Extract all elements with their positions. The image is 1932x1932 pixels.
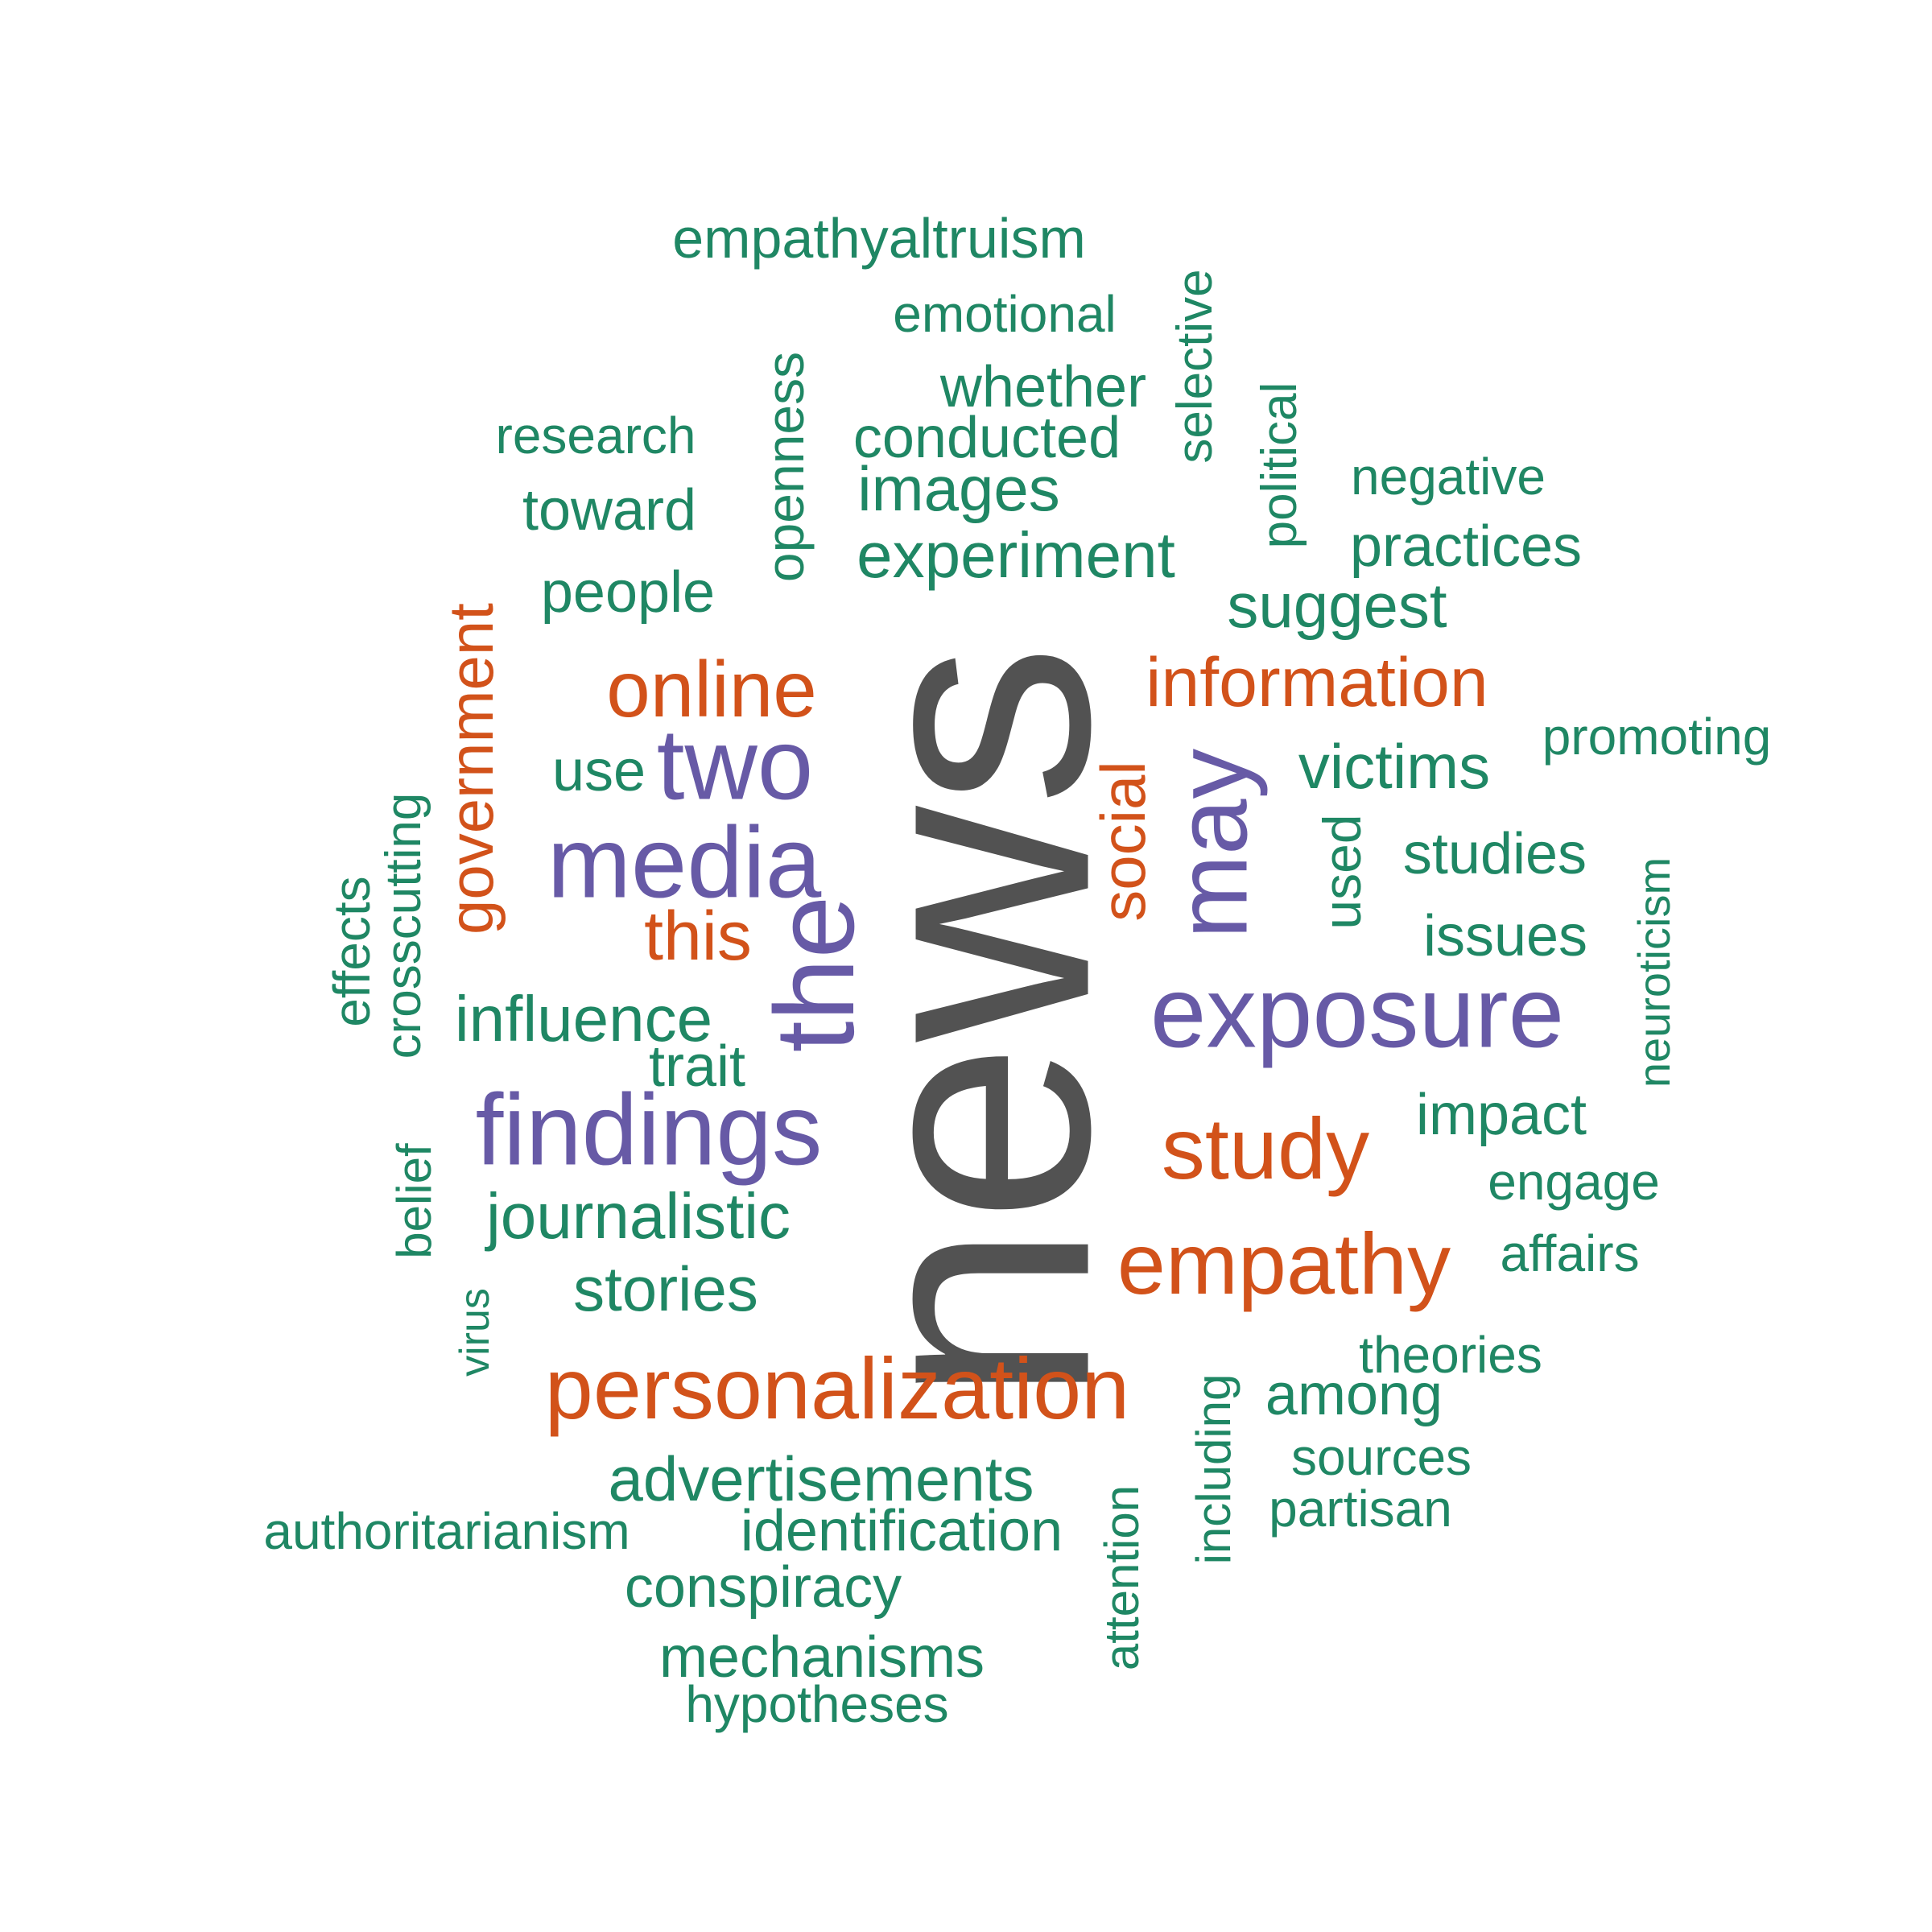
word-two: two [656,708,814,821]
word-conducted: conducted [852,406,1121,470]
word-sources: sources [1290,1428,1472,1486]
word-including: including [1187,1373,1241,1565]
word-journalistic: journalistic [486,1180,791,1252]
word-use: use [551,739,646,803]
word-whether: whether [939,355,1147,419]
word-suggest: suggest [1227,570,1447,641]
word-influence: influence [454,983,713,1055]
word-people: people [540,560,716,625]
word-identification: identification [740,1499,1063,1563]
word-studies: studies [1402,822,1587,886]
word-attention: attention [1095,1484,1149,1671]
word-partisan: partisan [1269,1480,1452,1538]
word-victims: victims [1298,731,1491,802]
word-media: media [547,807,822,919]
word-advertisements: advertisements [608,1443,1034,1514]
word-empathyaltruism: empathyaltruism [672,207,1086,270]
word-practices: practices [1349,514,1583,579]
word-exposure: exposure [1150,956,1565,1069]
word-mechanisms: mechanisms [658,1625,985,1690]
word-online: online [606,645,817,733]
word-information: information [1146,644,1488,721]
word-negative: negative [1351,448,1546,506]
word-among: among [1265,1363,1443,1427]
word-this: this [644,898,752,975]
word-empathy: empathy [1117,1215,1451,1312]
word-issues: issues [1422,904,1588,968]
word-experiment: experiment [857,519,1175,591]
word-personalization: personalization [544,1340,1130,1437]
word-social: social [1088,761,1158,922]
word-belief: belief [387,1143,441,1259]
word-images: images [857,453,1060,524]
word-trait: trait [648,1034,746,1099]
word-neuroticism: neuroticism [1629,857,1679,1088]
word-findings: findings [475,1074,823,1187]
word-impact: impact [1415,1083,1587,1147]
word-stories: stories [573,1253,758,1324]
word-hypotheses: hypotheses [685,1675,949,1733]
word-political: political [1252,382,1307,549]
word-study: study [1161,1100,1370,1197]
word-toward: toward [522,478,697,543]
word-emotional: emotional [893,285,1117,343]
word-affairs: affairs [1500,1224,1640,1282]
word-engage: engage [1488,1153,1660,1211]
word-virus: virus [452,1288,498,1377]
word-crosscutting: crosscutting [376,792,431,1059]
word-government: government [436,603,506,935]
word-promoting: promoting [1542,708,1772,766]
word-conspiracy: conspiracy [624,1555,902,1620]
word-authoritarianism: authoritarianism [263,1502,630,1560]
word-selective: selective [1167,269,1223,464]
word-openness: openness [755,351,815,583]
word-theories: theories [1359,1326,1542,1384]
word-used: used [1312,814,1372,930]
word-may: may [1156,748,1269,939]
word-research: research [495,407,696,464]
word-effects: effects [323,876,381,1027]
word-the: the [751,895,877,1053]
